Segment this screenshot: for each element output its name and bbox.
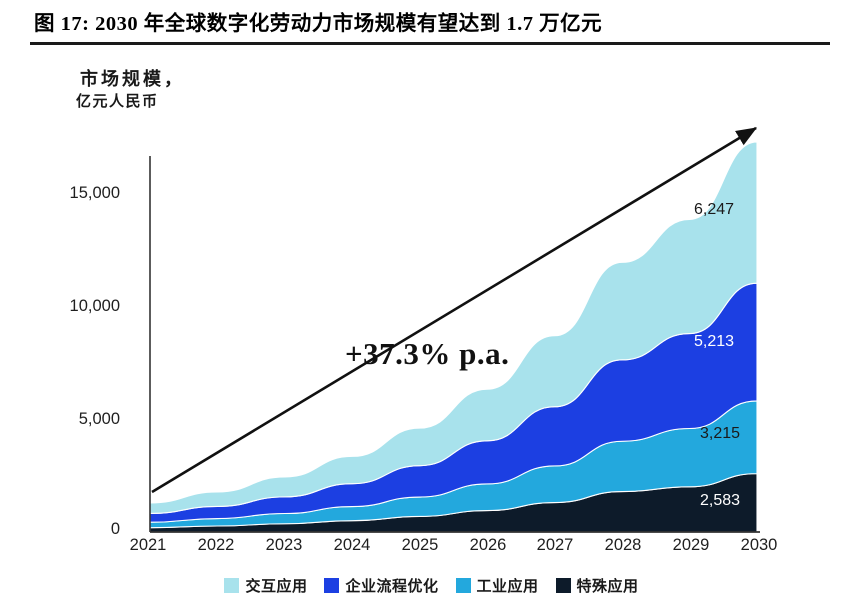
- page-title: 图 17: 2030 年全球数字化劳动力市场规模有望达到 1.7 万亿元: [34, 13, 603, 35]
- x-tick-2026: 2026: [469, 536, 507, 554]
- x-tick-2030: 2030: [740, 536, 778, 554]
- legend-label-enterprise-process: 企业流程优化: [345, 579, 439, 595]
- chart-container: 市场规模， 亿元人民币 15,000 10,000 5,000 0 2021 2…: [0, 48, 863, 614]
- stacked-area-plot: [149, 126, 760, 533]
- value-label-enterprise-process: 5,213: [694, 333, 735, 350]
- x-tick-2022: 2022: [197, 536, 235, 554]
- x-tick-2025: 2025: [401, 536, 439, 554]
- legend-label-special: 特殊应用: [576, 579, 639, 595]
- value-label-interactive: 6,247: [694, 201, 735, 218]
- legend-item-special[interactable]: 特殊应用: [555, 575, 639, 596]
- legend-swatch-special: [555, 578, 571, 593]
- y-axis-title-line2: 亿元人民币: [76, 94, 159, 111]
- x-tick-2028: 2028: [604, 536, 642, 554]
- legend-swatch-enterprise-process: [324, 578, 340, 593]
- value-label-special: 2,583: [700, 492, 741, 509]
- title-divider: [30, 42, 830, 45]
- legend-label-interactive: 交互应用: [245, 579, 308, 595]
- x-tick-2024: 2024: [333, 536, 371, 554]
- legend-item-industrial[interactable]: 工业应用: [455, 575, 539, 596]
- y-tick-10000: 10,000: [69, 297, 120, 315]
- legend-swatch-industrial: [455, 578, 471, 593]
- y-tick-0: 0: [110, 520, 120, 538]
- x-tick-2029: 2029: [672, 536, 710, 554]
- x-tick-2021: 2021: [129, 536, 167, 554]
- y-tick-15000: 15,000: [69, 184, 120, 202]
- value-label-industrial: 3,215: [700, 425, 741, 442]
- x-tick-2023: 2023: [265, 536, 303, 554]
- y-tick-5000: 5,000: [78, 410, 120, 428]
- growth-arrow: [151, 126, 758, 494]
- legend-item-interactive[interactable]: 交互应用: [224, 575, 307, 596]
- legend-swatch-interactive: [224, 578, 240, 593]
- cagr-annotation: +37.3% p.a.: [345, 336, 510, 371]
- chart-legend: 交互应用 企业流程优化 工业应用 特殊应用: [0, 575, 863, 596]
- legend-item-enterprise-process[interactable]: 企业流程优化: [324, 575, 438, 596]
- y-axis-title-line1: 市场规模，: [80, 69, 185, 89]
- x-tick-2027: 2027: [536, 536, 574, 554]
- y-axis-title: 市场规模， 亿元人民币: [76, 66, 185, 114]
- legend-label-industrial: 工业应用: [476, 579, 539, 595]
- figure-header: 图 17: 2030 年全球数字化劳动力市场规模有望达到 1.7 万亿元: [0, 0, 863, 48]
